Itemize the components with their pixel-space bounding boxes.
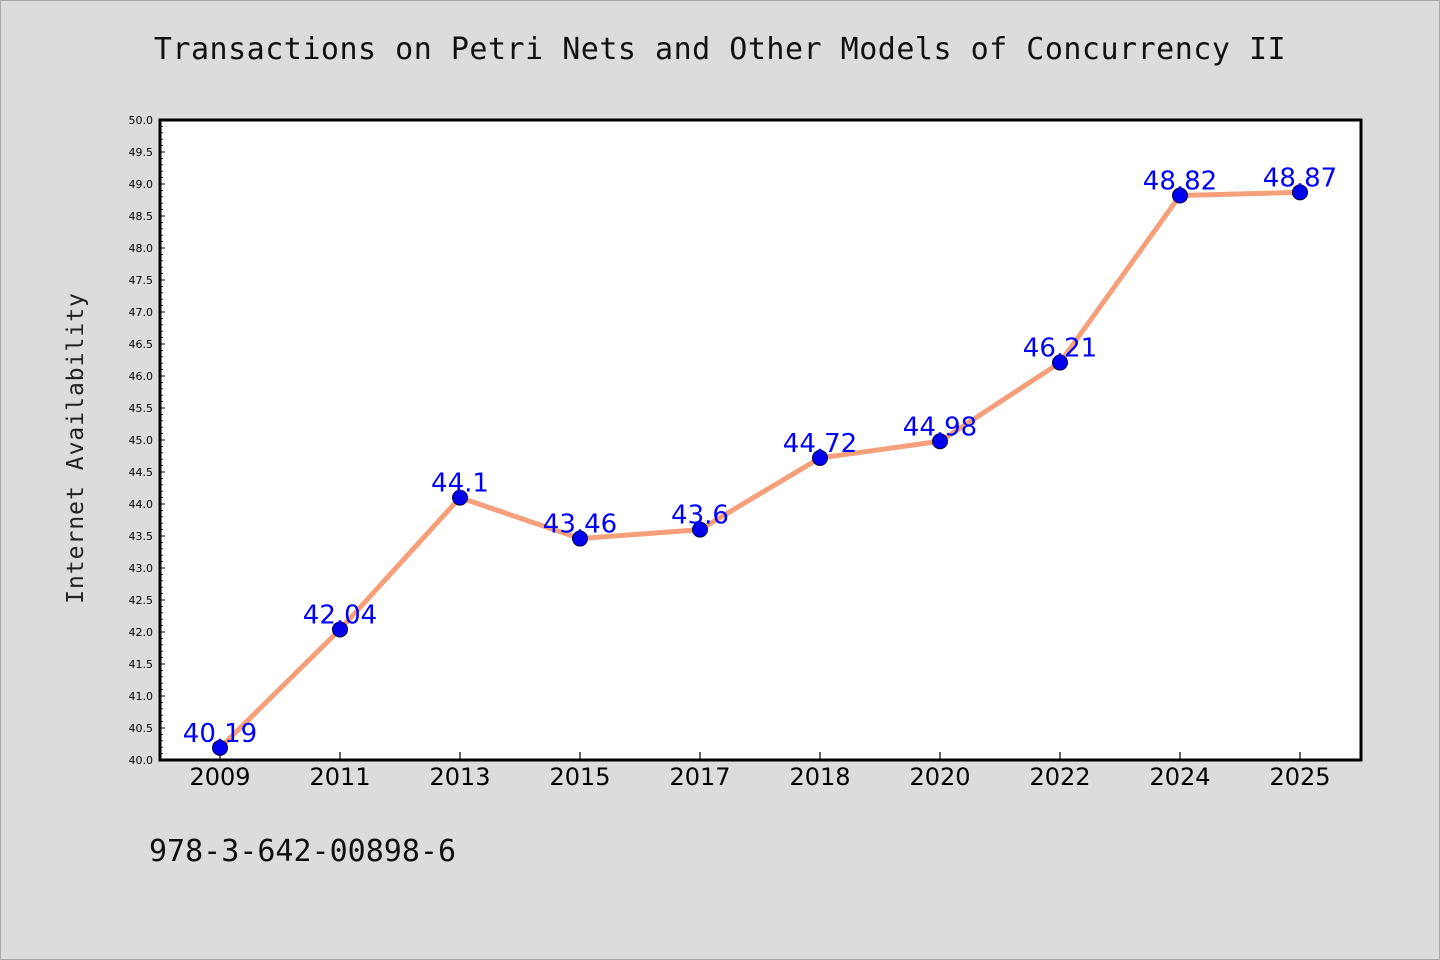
data-label-2018: 44.72 — [783, 429, 857, 459]
series-line-0 — [217, 189, 1303, 751]
y-tick-label-13: 46.5 — [129, 338, 154, 351]
chart-title: Transactions on Petri Nets and Other Mod… — [153, 32, 1287, 67]
y-tick-label-12: 46.0 — [129, 370, 154, 383]
data-label-2024: 48.82 — [1143, 167, 1217, 197]
y-tick-label-6: 43.0 — [129, 562, 154, 575]
x-tick-label-3: 2015 — [549, 763, 610, 791]
data-point-2017 — [692, 521, 708, 538]
data-label-2011: 42.04 — [303, 600, 377, 630]
y-tick-label-14: 47.0 — [129, 306, 154, 319]
y-tick-label-16: 48.0 — [129, 242, 154, 255]
data-point-2013 — [452, 489, 468, 506]
x-tick-label-2: 2013 — [429, 763, 490, 791]
x-tick-label-9: 2025 — [1269, 763, 1330, 791]
data-point-2020 — [932, 433, 948, 450]
data-label-2013: 44.1 — [431, 469, 489, 499]
y-tick-label-1: 40.5 — [129, 722, 154, 735]
y-tick-label-7: 43.5 — [129, 530, 154, 543]
y-tick-label-15: 47.5 — [129, 274, 154, 287]
y-tick-label-19: 49.5 — [129, 146, 154, 159]
data-point-2022 — [1052, 354, 1068, 371]
data-label-2015: 43.46 — [543, 510, 617, 540]
y-tick-label-3: 41.5 — [129, 658, 154, 671]
y-tick-label-9: 44.5 — [129, 466, 154, 479]
y-tick-label-10: 45.0 — [129, 434, 154, 447]
data-labels-group: 40.19 42.04 44.1 43.46 43.6 44.72 44.98 46.21 48… — [183, 163, 1337, 749]
x-tick-label-7: 2022 — [1029, 763, 1090, 791]
y-axis: 40.0 40.5 41.0 41.5 42.0 42.5 43.0 43.5 44.0 44.5… — [129, 114, 165, 767]
data-label-2022: 46.21 — [1023, 334, 1097, 364]
data-label-2017: 43.6 — [671, 501, 729, 531]
data-point-2015 — [572, 530, 588, 547]
y-tick-label-4: 42.0 — [129, 626, 154, 639]
data-label-2020: 44.98 — [903, 412, 977, 442]
data-point-2009 — [212, 739, 228, 756]
y-tick-label-5: 42.5 — [129, 594, 154, 607]
data-point-2018 — [812, 449, 828, 466]
y-tick-label-17: 48.5 — [129, 210, 154, 223]
y-tick-label-20: 50.0 — [129, 114, 154, 127]
y-tick-label-0: 40.0 — [129, 754, 154, 767]
x-tick-label-0: 2009 — [189, 763, 250, 791]
x-tick-label-8: 2024 — [1149, 763, 1210, 791]
data-label-2025: 48.87 — [1263, 163, 1337, 193]
y-tick-label-11: 45.5 — [129, 402, 154, 415]
y-tick-label-8: 44.0 — [129, 498, 154, 511]
y-tick-label-18: 49.0 — [129, 178, 154, 191]
y-tick-label-2: 41.0 — [129, 690, 154, 703]
x-tick-label-5: 2018 — [789, 763, 850, 791]
x-axis: 2009 2011 2013 2015 2017 2018 2020 2022 2024 2025 — [189, 752, 1331, 791]
isbn-text: 978-3-642-00898-6 — [149, 834, 457, 869]
series-line-group — [217, 189, 1303, 751]
data-point-2024 — [1172, 187, 1188, 204]
data-point-2025 — [1292, 184, 1308, 201]
series-points-group — [212, 184, 1308, 756]
x-tick-label-4: 2017 — [669, 763, 730, 791]
x-tick-label-6: 2020 — [909, 763, 970, 791]
x-tick-label-1: 2011 — [309, 763, 370, 791]
plot-area — [158, 118, 1363, 762]
data-point-2011 — [332, 621, 348, 638]
data-label-2009: 40.19 — [183, 719, 257, 749]
